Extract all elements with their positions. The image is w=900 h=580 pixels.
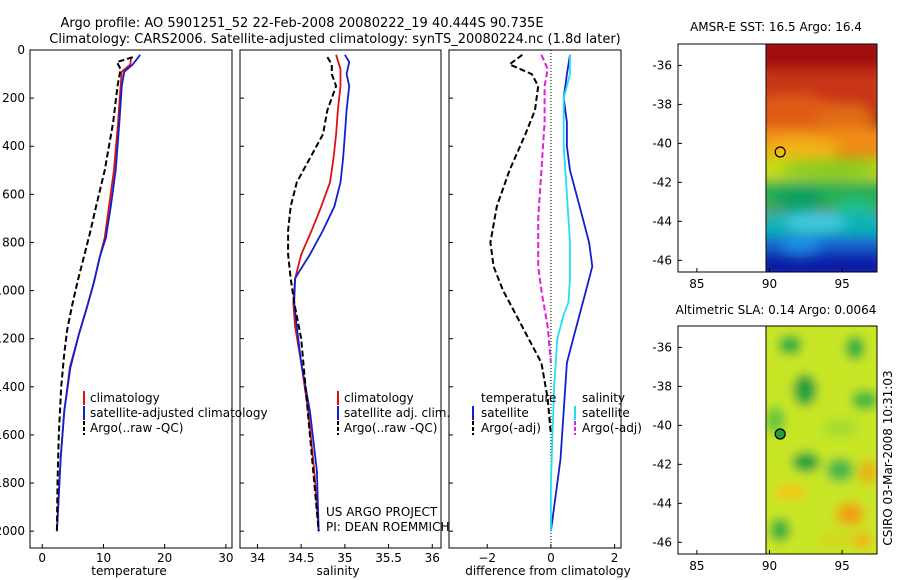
depth-tick-label: 800 bbox=[2, 235, 25, 249]
salinity-legend: climatology satellite adj. clim. Argo(..… bbox=[337, 391, 450, 435]
legend-label-argo: Argo(..raw -QC) bbox=[344, 421, 437, 435]
salinity-series-2 bbox=[287, 56, 338, 532]
temperature-series-2 bbox=[55, 56, 134, 532]
salinity-xtick-label: 35 bbox=[337, 551, 352, 565]
depth-tick-label: 1600 bbox=[0, 428, 25, 442]
sst-lat-label: -42 bbox=[652, 175, 672, 189]
difference-xtick-label: −2 bbox=[478, 551, 496, 565]
difference-axes-box bbox=[448, 49, 622, 549]
temperature-series-1 bbox=[56, 54, 141, 532]
project-annotation: US ARGO PROJECT bbox=[326, 505, 438, 519]
sla-lat-label: -44 bbox=[652, 496, 672, 510]
sst-map-border bbox=[677, 43, 878, 273]
difference-xlabel: difference from climatology bbox=[465, 564, 631, 578]
sla-lon-label: 90 bbox=[762, 559, 777, 573]
difference-panel: −2 0 2 difference from climatology tempera… bbox=[448, 49, 642, 578]
salinity-xtick-label: 36 bbox=[425, 551, 440, 565]
sst-lat-label: -46 bbox=[652, 253, 672, 267]
legend-title-temperature: temperature bbox=[481, 391, 556, 405]
sst-lat-label: -44 bbox=[652, 214, 672, 228]
temperature-xlabel: temperature bbox=[91, 564, 166, 578]
sst-lat-label: -36 bbox=[652, 58, 672, 72]
sst-lat-label: -38 bbox=[652, 97, 672, 111]
temperature-panel: 0 200 400 600 800 1000 1200 1400 1600 1800 2000 0 1… bbox=[0, 43, 453, 578]
difference-series-3 bbox=[537, 54, 552, 363]
header-line1: Argo profile: AO 5901251_52 22-Feb-2008 … bbox=[60, 16, 543, 31]
sla-lon-label: 85 bbox=[689, 559, 704, 573]
legend-label-climatology: climatology bbox=[344, 391, 414, 405]
header-line2: Climatology: CARS2006. Satellite-adjuste… bbox=[49, 32, 621, 47]
sla-map-border bbox=[677, 325, 878, 555]
legend-title-salinity: salinity bbox=[582, 391, 625, 405]
legend-label-satellite: satellite-adjusted climatology bbox=[90, 406, 268, 420]
sla-field bbox=[766, 326, 877, 554]
sla-lat-label: -42 bbox=[652, 457, 672, 471]
legend-label-satellite: satellite adj. clim. bbox=[344, 406, 450, 420]
depth-tick-label: 1000 bbox=[0, 284, 25, 298]
sla-lon-label: 95 bbox=[834, 559, 849, 573]
temperature-series-0 bbox=[56, 57, 132, 532]
salinity-series-0 bbox=[292, 54, 342, 532]
legend-label-s-satellite: satellite bbox=[582, 406, 630, 420]
temperature-axes-box bbox=[29, 49, 233, 549]
temperature-legend: climatology satellite-adjusted climatolo… bbox=[83, 391, 268, 435]
legend-label-t-satellite: satellite bbox=[481, 406, 529, 420]
temperature-xtick-label: 0 bbox=[38, 551, 46, 565]
salinity-axes-box bbox=[239, 49, 442, 549]
csiro-timestamp-label: CSIRO 03-Mar-2008 10:31:03 bbox=[881, 370, 895, 545]
argo-location-marker bbox=[774, 428, 786, 440]
sst-lon-label: 85 bbox=[689, 277, 704, 291]
sla-lat-label: -36 bbox=[652, 340, 672, 354]
difference-series-1 bbox=[489, 53, 552, 435]
sst-lon-label: 95 bbox=[834, 277, 849, 291]
difference-xtick-label: 0 bbox=[547, 551, 555, 565]
sst-lat-label: -40 bbox=[652, 136, 672, 150]
difference-xtick-label: 2 bbox=[611, 551, 619, 565]
salinity-panel: 34 34.5 35 35.5 36 salinity climatology sate… bbox=[239, 49, 450, 578]
argo-location-marker bbox=[774, 146, 786, 158]
pi-annotation: PI: DEAN ROEMMICH bbox=[326, 520, 449, 534]
sst-map-panel: AMSR-E SST: 16.5 Argo: 16.4 bbox=[652, 20, 878, 291]
difference-legend: temperature salinity satellite Argo(-adj… bbox=[472, 391, 642, 435]
depth-tick-label: 1800 bbox=[0, 476, 25, 490]
legend-label-t-argo: Argo(-adj) bbox=[481, 421, 541, 435]
legend-label-s-argo: Argo(-adj) bbox=[582, 421, 642, 435]
temperature-xtick-label: 30 bbox=[218, 551, 233, 565]
sla-lat-label: -46 bbox=[652, 535, 672, 549]
temperature-xtick-label: 20 bbox=[157, 551, 172, 565]
legend-label-argo: Argo(..raw -QC) bbox=[90, 421, 183, 435]
sst-lon-label: 90 bbox=[762, 277, 777, 291]
temperature-xtick-label: 10 bbox=[96, 551, 111, 565]
depth-tick-label: 1200 bbox=[0, 332, 25, 346]
sla-lat-label: -40 bbox=[652, 418, 672, 432]
legend-label-climatology: climatology bbox=[90, 391, 160, 405]
salinity-xlabel: salinity bbox=[316, 564, 359, 578]
sst-field bbox=[766, 44, 877, 272]
salinity-xtick-label: 35.5 bbox=[375, 551, 402, 565]
sst-map-title: AMSR-E SST: 16.5 Argo: 16.4 bbox=[690, 20, 862, 34]
difference-series-0 bbox=[550, 54, 594, 532]
depth-tick-label: 400 bbox=[2, 139, 25, 153]
depth-tick-label: 600 bbox=[2, 187, 25, 201]
sla-map-panel: Altimetric SLA: 0.14 Argo: 0.0064 bbox=[652, 303, 878, 573]
depth-tick-label: 0 bbox=[17, 43, 25, 57]
salinity-xtick-label: 34.5 bbox=[288, 551, 315, 565]
sla-map-title: Altimetric SLA: 0.14 Argo: 0.0064 bbox=[676, 303, 877, 317]
salinity-xtick-label: 34 bbox=[250, 551, 265, 565]
salinity-series-1 bbox=[293, 54, 351, 532]
sla-lat-label: -38 bbox=[652, 379, 672, 393]
depth-tick-label: 1400 bbox=[0, 380, 25, 394]
depth-tick-label: 2000 bbox=[0, 524, 25, 538]
depth-tick-label: 200 bbox=[2, 91, 25, 105]
difference-series-2 bbox=[550, 54, 571, 532]
